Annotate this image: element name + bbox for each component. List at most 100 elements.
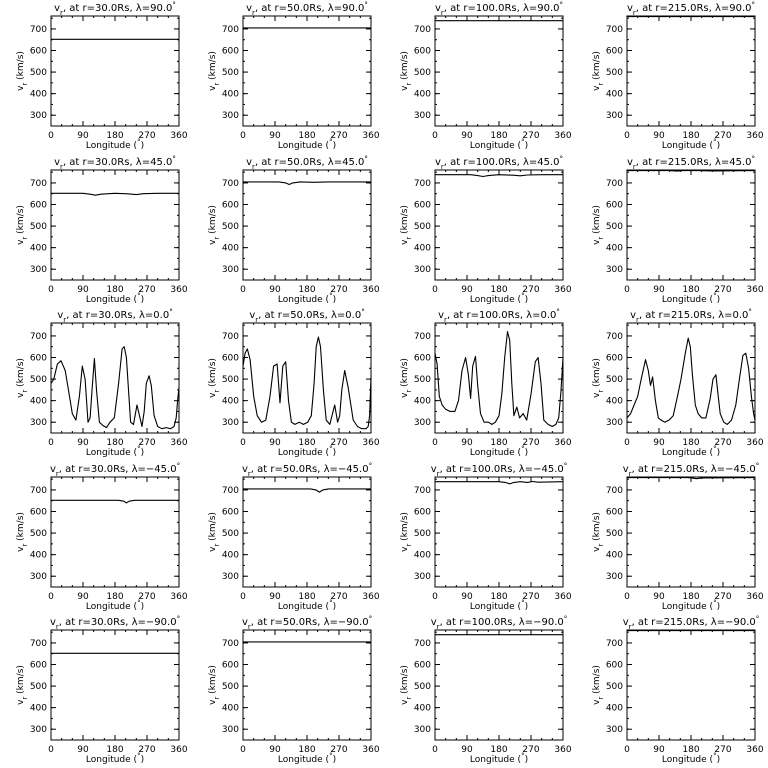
x-tick-label: 270 xyxy=(330,131,347,141)
y-tick-label: 700 xyxy=(606,639,623,649)
title-r-value: 215.0 xyxy=(671,310,700,321)
title-lambda: λ= xyxy=(523,157,537,168)
y-tick-label: 300 xyxy=(414,572,431,582)
y-axis-label-units: (km/s) xyxy=(16,512,26,544)
y-axis-label-sub: r xyxy=(405,83,413,86)
x-axis-label-text: Longitude ( xyxy=(86,602,137,612)
y-axis-label: vr (km/s) xyxy=(16,358,29,398)
y-tick-label: 700 xyxy=(606,25,623,35)
y-tick-label: 600 xyxy=(606,354,623,364)
title-lambda: λ= xyxy=(328,157,342,168)
x-axis-label-text: Longitude ( xyxy=(86,448,137,458)
x-axis-label-deg: ° xyxy=(713,292,717,300)
title-var: v xyxy=(54,3,60,14)
x-tick-label: 90 xyxy=(461,592,473,602)
y-tick-label: 700 xyxy=(30,179,47,189)
x-tick-label: 180 xyxy=(490,745,507,755)
y-tick-label: 400 xyxy=(414,551,431,561)
title-sub: r xyxy=(252,163,255,171)
x-tick-label: 270 xyxy=(522,592,539,602)
subplot-title: vr, at r=30.0Rs, λ=−90.0° xyxy=(50,615,180,631)
y-tick-label: 500 xyxy=(222,529,239,539)
x-axis-label-close: ) xyxy=(717,602,721,612)
x-axis-label: Longitude (°) xyxy=(662,752,720,765)
y-tick-label: 500 xyxy=(606,222,623,232)
y-axis-label-sub: r xyxy=(597,237,605,240)
x-tick-label: 270 xyxy=(522,438,539,448)
y-axis-label: vr (km/s) xyxy=(592,358,605,398)
x-tick-label: 360 xyxy=(170,745,187,755)
title-lambda: λ= xyxy=(139,310,153,321)
y-tick-label: 400 xyxy=(414,90,431,100)
title-deg: ° xyxy=(756,462,760,470)
x-axis-label-close: ) xyxy=(717,448,721,458)
title-lat-value: 45.0 xyxy=(537,157,559,168)
x-axis-label-close: ) xyxy=(141,448,145,458)
title-lat-value: 0.0 xyxy=(153,310,169,321)
y-tick-label: 600 xyxy=(222,508,239,518)
subplot-title: vr, at r=100.0Rs, λ=−45.0° xyxy=(431,462,568,478)
subplot-title: vr, at r=30.0Rs, λ=45.0° xyxy=(54,155,176,171)
x-tick-label: 0 xyxy=(432,592,438,602)
subplot-10: vr, at r=50.0Rs, λ=0.0°0 90 180 270 36030040… xyxy=(208,308,380,458)
y-axis-label-var: v xyxy=(16,85,26,91)
y-tick-label: 300 xyxy=(30,572,47,582)
x-axis-label: Longitude (°) xyxy=(278,599,336,612)
subplot-2: vr, at r=50.0Rs, λ=90.0°0 90 180 270 3603004… xyxy=(208,1,380,151)
x-axis-label-close: ) xyxy=(333,448,337,458)
title-at: , at r= xyxy=(632,464,664,475)
title-sub: r xyxy=(248,470,251,478)
y-axis-label: vr (km/s) xyxy=(592,51,605,91)
x-axis-label-text: Longitude ( xyxy=(278,448,329,458)
x-axis-label: Longitude (°) xyxy=(470,292,528,305)
x-tick-label: 0 xyxy=(48,745,54,755)
x-tick-label: 0 xyxy=(240,438,246,448)
title-lambda: λ= xyxy=(526,310,540,321)
x-axis-label: Longitude (°) xyxy=(470,599,528,612)
x-tick-label: 360 xyxy=(170,131,187,141)
x-axis-label-close: ) xyxy=(333,755,337,765)
y-axis-label-sub: r xyxy=(597,697,605,700)
title-at: , at r= xyxy=(63,157,95,168)
y-tick-label: 600 xyxy=(30,47,47,57)
x-axis-label-deg: ° xyxy=(521,292,525,300)
y-axis-label-units: (km/s) xyxy=(16,205,26,237)
x-tick-label: 360 xyxy=(746,592,763,602)
y-tick-label: 500 xyxy=(414,682,431,692)
y-tick-label: 400 xyxy=(30,90,47,100)
title-at: , at r= xyxy=(440,617,472,628)
x-tick-label: 180 xyxy=(106,438,123,448)
y-axis-label-sub: r xyxy=(405,544,413,547)
title-var: v xyxy=(435,3,441,14)
subplot-18: vr, at r=50.0Rs, λ=−90.0°0 90 180 270 360300… xyxy=(208,615,380,765)
x-axis-label-close: ) xyxy=(141,602,145,612)
plot-frame xyxy=(626,629,756,741)
title-var: v xyxy=(242,617,248,628)
x-tick-label: 270 xyxy=(138,438,155,448)
subplot-12: vr, at r=215.0Rs, λ=0.0°0 90 180 270 3603004… xyxy=(592,308,764,458)
x-tick-label: 90 xyxy=(269,592,281,602)
y-tick-label: 400 xyxy=(222,704,239,714)
title-lat-value: 90.0 xyxy=(729,3,751,14)
y-tick-label: 700 xyxy=(30,639,47,649)
y-tick-label: 700 xyxy=(30,332,47,342)
title-var: v xyxy=(431,464,437,475)
subplot-title: vr, at r=215.0Rs, λ=0.0° xyxy=(630,308,752,324)
title-lambda: λ= xyxy=(324,464,338,475)
subplot-title: vr, at r=50.0Rs, λ=−90.0° xyxy=(242,615,372,631)
plot-frame xyxy=(626,15,756,127)
y-axis-label: vr (km/s) xyxy=(592,205,605,245)
title-sub: r xyxy=(629,623,632,631)
x-tick-label: 180 xyxy=(490,285,507,295)
y-axis-label: vr (km/s) xyxy=(400,512,413,552)
y-axis-label-units: (km/s) xyxy=(208,205,218,237)
x-axis-label: Longitude (°) xyxy=(278,752,336,765)
x-axis-label-close: ) xyxy=(525,141,529,151)
title-lat-value: 45.0 xyxy=(150,157,172,168)
x-tick-label: 270 xyxy=(714,592,731,602)
title-sub: r xyxy=(56,623,59,631)
y-axis-label-var: v xyxy=(16,239,26,245)
x-tick-label: 180 xyxy=(490,438,507,448)
y-tick-label: 700 xyxy=(414,486,431,496)
x-tick-label: 180 xyxy=(298,131,315,141)
